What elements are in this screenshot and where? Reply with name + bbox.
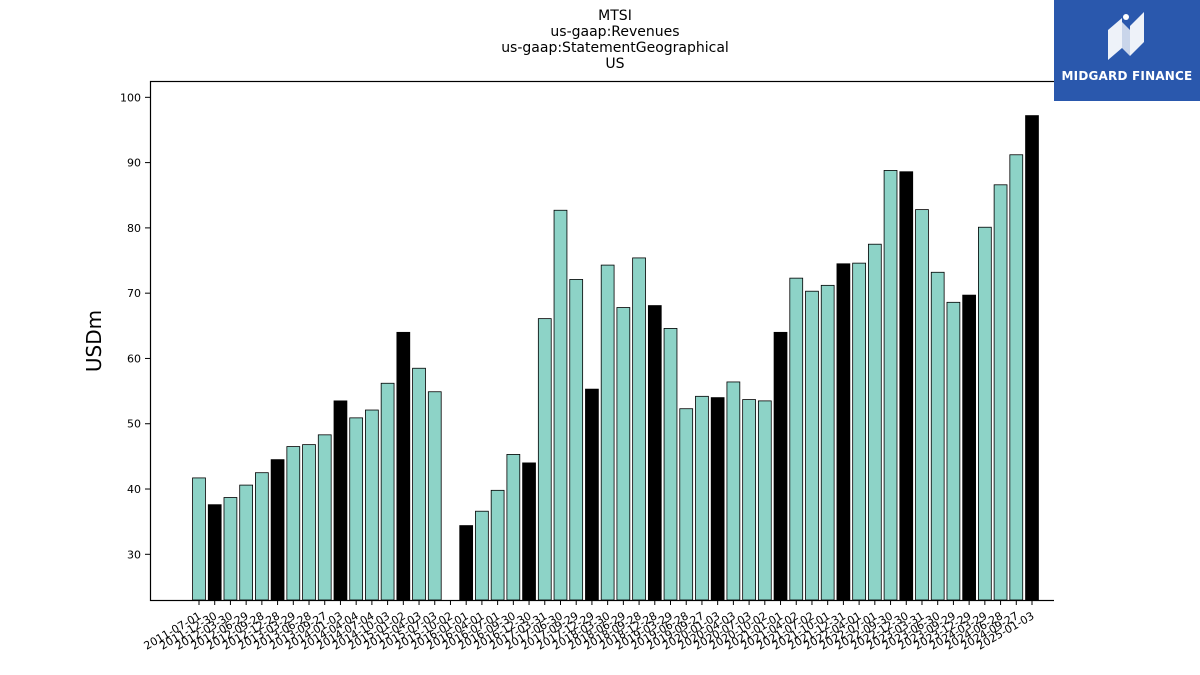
bar xyxy=(490,489,505,601)
bar xyxy=(962,294,976,601)
bar xyxy=(632,257,646,601)
bar xyxy=(223,497,238,601)
bar xyxy=(946,301,961,601)
bar xyxy=(978,226,992,601)
bar xyxy=(239,484,254,601)
bar xyxy=(899,171,914,601)
bar xyxy=(742,399,756,601)
midgard-finance-logo: MIDGARD FINANCE xyxy=(1054,0,1200,101)
bar xyxy=(522,462,536,601)
bar xyxy=(930,271,945,601)
y-tick-label: 90 xyxy=(127,157,141,170)
bar xyxy=(255,472,269,601)
bar xyxy=(1025,115,1039,601)
midgard-logo-icon xyxy=(1108,12,1144,60)
x-axis: 2011-07-012011-12-302012-03-302012-06-29… xyxy=(142,600,1037,653)
bar xyxy=(647,305,662,601)
bar xyxy=(396,331,411,601)
bar xyxy=(537,318,552,601)
bar xyxy=(867,243,882,601)
bar xyxy=(207,504,222,601)
y-tick-label: 60 xyxy=(127,352,141,365)
bar xyxy=(805,290,819,601)
y-tick-label: 30 xyxy=(127,548,141,561)
bar xyxy=(836,263,851,601)
bar xyxy=(475,510,489,601)
bar xyxy=(789,277,804,601)
logo-text: MIDGARD FINANCE xyxy=(1061,69,1193,83)
bar xyxy=(317,434,332,601)
bar xyxy=(412,367,426,601)
bar xyxy=(506,454,521,601)
y-tick-label: 100 xyxy=(120,91,141,104)
bar xyxy=(883,170,898,601)
y-tick-label: 70 xyxy=(127,287,141,300)
bar xyxy=(773,331,788,601)
bar xyxy=(302,444,316,601)
bars xyxy=(192,115,1039,601)
bar xyxy=(600,264,615,601)
chart-title-line: us-gaap:StatementGeographical xyxy=(501,40,729,56)
bar xyxy=(663,328,678,601)
bar xyxy=(695,395,709,601)
chart-title-line: US xyxy=(605,56,624,72)
chart-title-line: MTSI xyxy=(598,8,632,24)
bar xyxy=(852,262,866,601)
bar xyxy=(820,284,835,601)
bar xyxy=(569,279,584,601)
bar xyxy=(349,417,364,601)
bar xyxy=(365,409,379,601)
bar xyxy=(427,391,442,601)
bar xyxy=(333,400,348,601)
y-tick-label: 50 xyxy=(127,418,141,431)
chart: MTSIus-gaap:Revenuesus-gaap:StatementGeo… xyxy=(82,8,1054,653)
bar xyxy=(1009,154,1024,601)
bar xyxy=(726,381,741,601)
y-axis-label: USDm xyxy=(82,310,106,372)
plot-frame xyxy=(149,80,1054,602)
bar xyxy=(553,209,568,601)
bar xyxy=(993,184,1008,601)
bar xyxy=(192,477,206,601)
bar xyxy=(585,388,599,601)
chart-title-line: us-gaap:Revenues xyxy=(550,24,679,40)
bar xyxy=(679,408,694,601)
y-axis: 30 40 50 60 70 80 90 100 xyxy=(120,91,150,561)
y-tick-label: 80 xyxy=(127,222,141,235)
bar xyxy=(380,382,395,601)
y-tick-label: 40 xyxy=(127,483,141,496)
bar xyxy=(915,209,929,601)
bar xyxy=(710,397,725,601)
chart-title: MTSIus-gaap:Revenuesus-gaap:StatementGeo… xyxy=(501,8,729,72)
bar xyxy=(459,525,474,601)
bar xyxy=(270,459,285,601)
bar xyxy=(286,446,301,601)
bar xyxy=(757,400,772,601)
bar xyxy=(616,307,631,601)
